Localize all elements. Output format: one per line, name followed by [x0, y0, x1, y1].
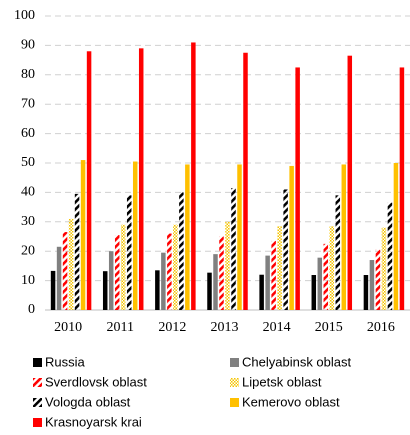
- bar: [375, 249, 381, 310]
- legend-swatch: [230, 398, 239, 407]
- x-tick-label: 2013: [211, 320, 239, 335]
- x-tick-label: 2015: [315, 320, 343, 335]
- bar: [295, 67, 300, 310]
- bar: [317, 257, 323, 310]
- y-tick-label: 20: [21, 243, 35, 258]
- bar: [259, 274, 264, 310]
- bar: [191, 42, 196, 311]
- y-tick-label: 0: [28, 302, 35, 317]
- x-tick-label: 2012: [158, 320, 186, 335]
- legend-label: Chelyabinsk oblast: [242, 354, 352, 369]
- y-tick-label: 90: [21, 38, 35, 53]
- bar: [243, 52, 248, 310]
- y-tick-label: 10: [21, 273, 35, 288]
- legend-label: Lipetsk oblast: [242, 374, 322, 389]
- bar: [265, 255, 270, 310]
- bar: [173, 224, 178, 310]
- bar: [393, 163, 399, 310]
- bar: [114, 235, 120, 310]
- bar: [271, 240, 276, 310]
- bar: [277, 226, 282, 310]
- legend-swatch: [33, 398, 42, 407]
- bar: [185, 164, 190, 310]
- bar: [155, 270, 160, 310]
- bar: [207, 272, 212, 310]
- bar: [283, 189, 288, 310]
- legend-swatch: [33, 378, 42, 387]
- bar: [289, 165, 294, 310]
- bar: [86, 51, 92, 310]
- bar: [179, 192, 184, 310]
- legend-label: Sverdlovsk oblast: [45, 374, 147, 389]
- y-tick-label: 100: [14, 8, 35, 23]
- bar: [126, 195, 132, 310]
- x-tick-label: 2016: [367, 320, 395, 335]
- x-tick-label: 2010: [54, 320, 82, 335]
- y-tick-label: 70: [21, 96, 35, 111]
- bar: [50, 270, 56, 310]
- bar: [387, 202, 393, 310]
- legend-label: Kemerovo oblast: [242, 394, 340, 409]
- bar: [62, 232, 68, 310]
- bar: [74, 193, 80, 310]
- x-tick-label: 2014: [263, 320, 291, 335]
- bar: [369, 260, 375, 310]
- bar: [219, 236, 224, 310]
- legend-label: Vologda oblast: [45, 394, 131, 409]
- y-tick-label: 60: [21, 126, 35, 141]
- legend-swatch: [230, 378, 239, 387]
- bar: [237, 164, 242, 310]
- bar: [138, 48, 144, 311]
- bar: [120, 224, 126, 310]
- y-tick-label: 80: [21, 67, 35, 82]
- y-tick-label: 50: [21, 155, 35, 170]
- legend-label: Russia: [45, 354, 86, 369]
- bar: [329, 226, 335, 310]
- bar: [213, 254, 218, 310]
- bar: [225, 221, 230, 310]
- bar: [167, 233, 172, 310]
- bar: [68, 218, 74, 310]
- bar: [132, 161, 138, 310]
- bar: [323, 243, 329, 310]
- bar: [335, 195, 341, 310]
- bar: [231, 187, 236, 310]
- bar: [161, 252, 166, 310]
- bar: [311, 275, 317, 310]
- legend-swatch: [230, 358, 239, 367]
- bar: [381, 227, 387, 310]
- legend-swatch: [33, 418, 42, 427]
- bar: [399, 67, 405, 310]
- bar: [80, 160, 86, 310]
- legend-swatch: [33, 358, 42, 367]
- x-tick-label: 2011: [106, 320, 133, 335]
- y-tick-label: 40: [21, 185, 35, 200]
- bar: [347, 55, 353, 310]
- bar: [108, 251, 114, 310]
- legend-label: Krasnoyarsk krai: [45, 414, 142, 429]
- bar: [363, 275, 369, 310]
- bar: [102, 271, 108, 310]
- bar: [56, 246, 62, 310]
- bar: [341, 164, 347, 310]
- y-tick-label: 30: [21, 214, 35, 229]
